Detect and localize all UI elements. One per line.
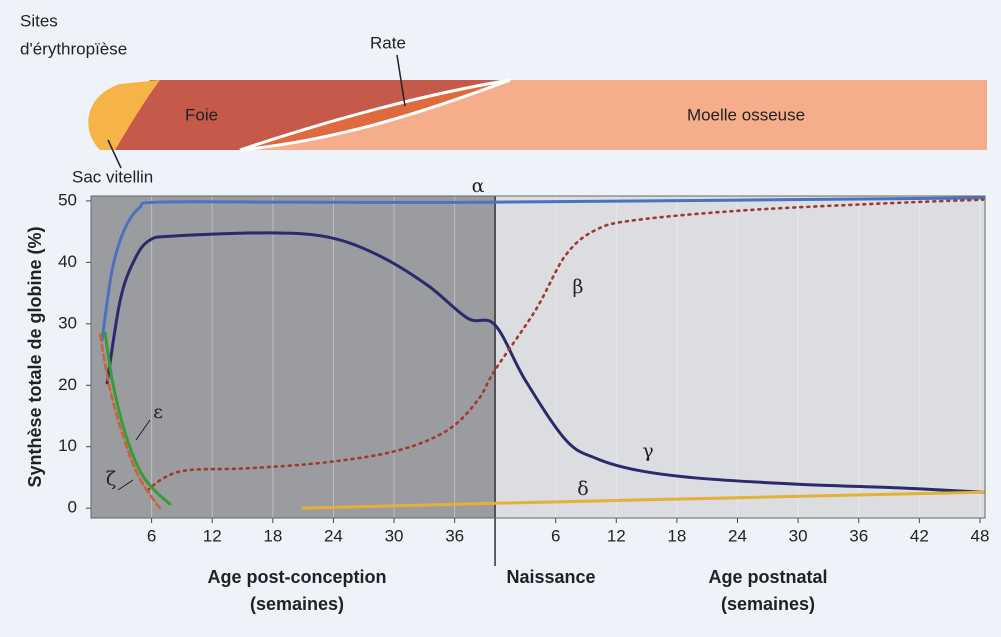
site-label: Foie — [185, 105, 218, 124]
x-tick-label: 36 — [849, 526, 868, 545]
series-label: ε — [153, 401, 163, 423]
x-tick-label: 6 — [551, 526, 560, 545]
series-label: γ — [642, 440, 653, 462]
y-axis-label: Synthèse totale de globine (%) — [25, 226, 45, 487]
y-tick-label: 40 — [58, 252, 77, 271]
series-label: ζ — [106, 468, 116, 490]
y-tick-label: 50 — [58, 190, 77, 209]
postnatal-region — [495, 196, 985, 518]
x-axis-label: (semaines) — [250, 594, 344, 614]
x-tick-label: 36 — [445, 526, 464, 545]
x-axis-label: Age postnatal — [708, 567, 827, 587]
figure: Sites d'érythropïèse Rate Foie Moelle os… — [0, 0, 1001, 637]
site-label: Rate — [370, 33, 406, 52]
series-label: α — [472, 175, 485, 197]
y-tick-label: 0 — [68, 498, 77, 517]
x-tick-label: 30 — [789, 526, 808, 545]
x-tick-label: 42 — [910, 526, 929, 545]
x-tick-label: 48 — [970, 526, 989, 545]
diagram-title: Sites — [20, 11, 58, 30]
x-tick-label: 6 — [147, 526, 156, 545]
series-label: β — [573, 276, 584, 298]
series-label: δ — [577, 478, 588, 500]
y-tick-label: 30 — [58, 313, 77, 332]
y-tick-label: 10 — [58, 436, 77, 455]
x-tick-label: 24 — [728, 526, 747, 545]
x-tick-label: 12 — [607, 526, 626, 545]
x-tick-label: 18 — [667, 526, 686, 545]
site-label: Moelle osseuse — [687, 105, 805, 124]
x-tick-label: 30 — [385, 526, 404, 545]
x-tick-label: 12 — [203, 526, 222, 545]
x-axis-label: Age post-conception — [208, 567, 387, 587]
plot: 6 12 18 24 30 36 6 12 18 24 30 36 42 48 0 10 20 30 40 50 α γ β… — [58, 175, 989, 566]
x-axis-label: (semaines) — [721, 594, 815, 614]
x-tick-label: 18 — [263, 526, 282, 545]
divider-label: Naissance — [506, 567, 595, 587]
y-tick-label: 20 — [58, 375, 77, 394]
site-label: Sac vitellin — [72, 167, 153, 186]
diagram-title: d'érythropïèse — [20, 39, 127, 58]
x-tick-label: 24 — [324, 526, 343, 545]
